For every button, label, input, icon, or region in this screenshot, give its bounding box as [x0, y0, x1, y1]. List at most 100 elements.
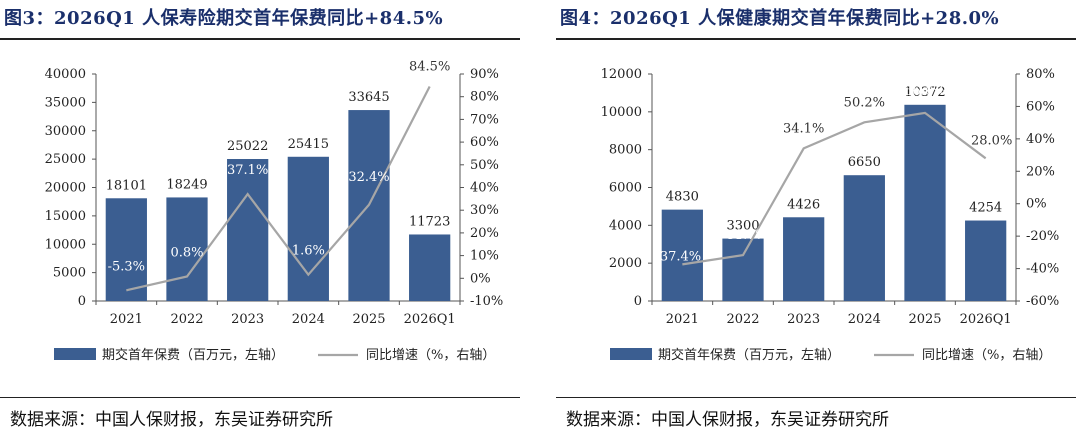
right-tick-label: 10%	[470, 249, 499, 264]
line-data-label: 1.6%	[292, 244, 325, 259]
right-tick-label: 30%	[470, 203, 499, 218]
x-tick-label: 2021	[666, 312, 699, 327]
line-data-label: -37.4%	[655, 249, 701, 264]
left-tick-label: 0	[78, 294, 86, 309]
left-tick-label: 5000	[53, 266, 86, 281]
x-tick-label: 2022	[726, 312, 759, 327]
panel-right: 图4：2026Q1 人保健康期交首年保费同比+28.0% 0 2000 4000 60…	[556, 0, 1080, 448]
bar	[409, 234, 451, 301]
line-data-label: 37.1%	[227, 163, 268, 178]
legend-bar-label: 期交首年保费（百万元，左轴）	[658, 347, 840, 363]
line-data-label: 50.2%	[844, 95, 885, 110]
line-data-label: 28.0%	[971, 133, 1012, 148]
right-tick-label: 20%	[470, 226, 499, 241]
left-tick-label: 25000	[45, 152, 86, 167]
bar	[661, 209, 703, 301]
bar-data-label: 25415	[288, 137, 329, 152]
bar-data-label: 18249	[166, 177, 207, 192]
line-data-label: 32.4%	[348, 170, 389, 185]
bar	[166, 197, 208, 301]
right-tick-label: 80%	[1026, 67, 1055, 82]
bar	[105, 198, 147, 301]
x-tick-label: 2024	[848, 312, 881, 327]
right-tick-label: 90%	[470, 67, 499, 82]
x-tick-label: 2024	[292, 312, 325, 327]
bar-data-label: 4426	[787, 197, 820, 212]
left-tick-label: 8000	[609, 143, 642, 158]
figure-title: 图4：2026Q1 人保健康期交首年保费同比+28.0%	[560, 8, 1000, 29]
right-tick-label: 80%	[470, 90, 499, 105]
title-rule	[556, 38, 1076, 40]
line-data-label: 0.8%	[170, 245, 203, 260]
line-data-label: 34.1%	[783, 121, 824, 136]
bar	[227, 159, 269, 301]
right-tick-label: 50%	[470, 158, 499, 173]
right-tick-label: -20%	[1026, 229, 1059, 244]
source-rule	[556, 397, 1076, 398]
source-note: 数据来源：中国人保财报，东吴证券研究所	[566, 410, 889, 430]
line-data-label: -31.7%	[722, 228, 768, 243]
bar-data-label: 33645	[348, 90, 389, 105]
x-tick-label: 2025	[352, 312, 385, 327]
line-data-label: 56.0%	[904, 84, 945, 99]
bar-data-label: 4254	[969, 201, 1002, 216]
chart-life-insurance: 0 5000 10000 15000 20000 25000 30000 35000 40000…	[45, 59, 504, 363]
left-tick-label: 2000	[609, 256, 642, 271]
left-tick-label: 4000	[609, 218, 642, 233]
line-data-label: 84.5%	[409, 59, 450, 74]
left-tick-label: 35000	[45, 95, 86, 110]
right-tick-label: 40%	[1026, 132, 1055, 147]
right-tick-label: 0%	[1026, 197, 1047, 212]
left-tick-label: 0	[634, 294, 642, 309]
bar	[965, 220, 1007, 301]
right-tick-label: 40%	[470, 181, 499, 196]
left-tick-label: 15000	[45, 209, 86, 224]
left-tick-label: 20000	[45, 181, 86, 196]
left-tick-label: 40000	[45, 67, 86, 82]
right-tick-label: 60%	[470, 135, 499, 150]
right-tick-label: 70%	[470, 112, 499, 127]
bar-data-label: 10372	[904, 85, 945, 100]
x-tick-label: 2025	[908, 312, 941, 327]
legend-line-label: 同比增速（%，右轴）	[366, 348, 495, 363]
x-tick-label: 2026Q1	[404, 312, 456, 327]
legend-bar-swatch	[610, 348, 652, 360]
bar-data-label: 6650	[848, 155, 881, 170]
x-tick-label: 2023	[231, 312, 264, 327]
line-data-label: -5.3%	[108, 259, 145, 274]
left-tick-label: 12000	[601, 67, 642, 82]
bar	[722, 238, 764, 301]
panel-left: 图3：2026Q1 人保寿险期交首年保费同比+84.5% 0 5000 10000 1…	[0, 0, 524, 448]
legend-bar-swatch	[54, 348, 96, 360]
left-tick-label: 30000	[45, 124, 86, 139]
right-tick-label: -60%	[1026, 294, 1059, 309]
bar-data-label: 18101	[106, 178, 147, 193]
bar	[843, 175, 885, 301]
right-tick-label: -40%	[1026, 262, 1059, 277]
growth-line	[682, 111, 987, 266]
bar-data-label: 11723	[409, 214, 450, 229]
left-tick-label: 10000	[601, 105, 642, 120]
bar-data-label: 4830	[666, 190, 699, 205]
right-tick-label: 60%	[1026, 99, 1055, 114]
bar	[783, 217, 825, 301]
x-tick-label: 2023	[787, 312, 820, 327]
left-tick-label: 6000	[609, 181, 642, 196]
chart-health-insurance: 0 2000 4000 6000 8000 10000 12000 -60% -40% -20% 0…	[601, 67, 1060, 363]
x-tick-label: 2026Q1	[960, 312, 1012, 327]
x-tick-label: 2021	[110, 312, 143, 327]
bar	[287, 156, 329, 301]
bar	[904, 104, 946, 302]
source-note: 数据来源：中国人保财报，东吴证券研究所	[10, 410, 333, 430]
right-tick-label: 20%	[1026, 164, 1055, 179]
bar-data-label: 25022	[227, 139, 268, 154]
bar-data-label: 3300	[726, 219, 759, 234]
left-tick-label: 10000	[45, 237, 86, 252]
legend-line-label: 同比增速（%，右轴）	[922, 348, 1051, 363]
right-tick-label: 0%	[470, 271, 491, 286]
x-tick-label: 2022	[170, 312, 203, 327]
right-tick-label: -10%	[470, 294, 503, 309]
figure-title: 图3：2026Q1 人保寿险期交首年保费同比+84.5%	[4, 8, 444, 29]
legend-bar-label: 期交首年保费（百万元，左轴）	[102, 347, 284, 363]
source-rule	[0, 397, 520, 398]
